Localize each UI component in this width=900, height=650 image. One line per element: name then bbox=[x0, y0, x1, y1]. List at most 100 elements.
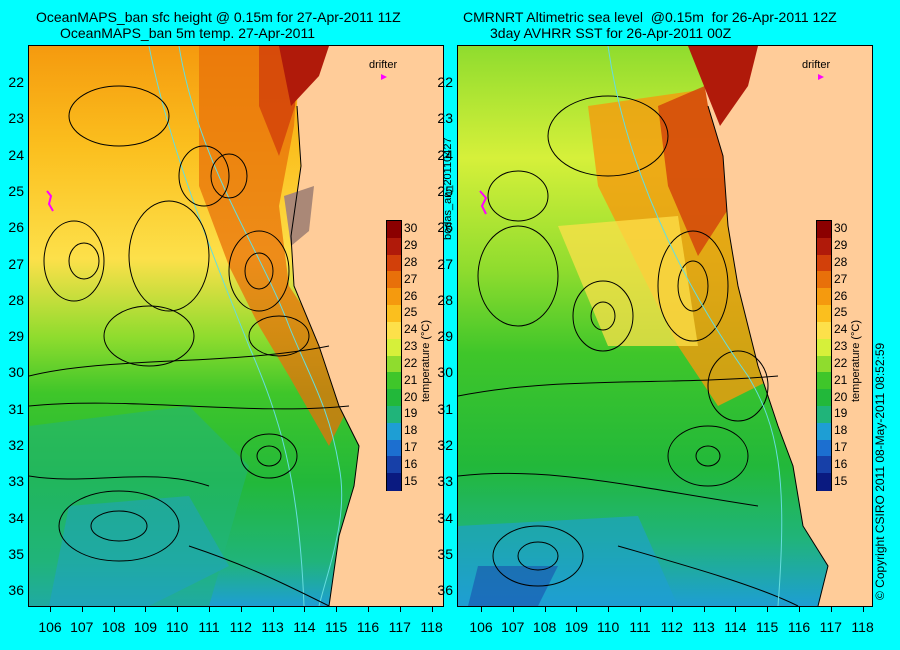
colorbar-tick-label: 25 bbox=[834, 305, 848, 320]
latitude-tick-label: 36 bbox=[8, 582, 24, 599]
colorbar-segment bbox=[817, 254, 831, 272]
latitude-tick-label: 24 bbox=[8, 146, 24, 163]
longitude-tick-label: 108 bbox=[101, 619, 126, 635]
colorbar-segment bbox=[387, 355, 401, 373]
longitude-tick-label: 116 bbox=[787, 619, 811, 635]
colorbar-tick-label: 18 bbox=[834, 423, 848, 438]
longitude-tick-label: 110 bbox=[166, 619, 189, 635]
right-drifter-label: drifter bbox=[802, 59, 831, 71]
latitude-tick-label: 35 bbox=[8, 545, 24, 562]
latitude-tick-label: 29 bbox=[437, 328, 453, 345]
latitude-tick-label: 34 bbox=[8, 509, 24, 526]
longitude-tick-mark bbox=[304, 606, 306, 612]
colorbar-segment bbox=[387, 321, 401, 340]
longitude-tick-mark bbox=[576, 606, 578, 612]
longitude-tick-label: 111 bbox=[629, 619, 651, 635]
colorbar-tick-label: 16 bbox=[834, 456, 848, 471]
colorbar-tick-label: 15 bbox=[404, 473, 418, 488]
longitude-tick-mark bbox=[399, 606, 401, 612]
left-title-line1: OceanMAPS_ban sfc height @ 0.15m for 27-… bbox=[36, 9, 401, 25]
left-drifter-track bbox=[46, 190, 54, 212]
longitude-tick-label: 117 bbox=[388, 619, 411, 635]
colorbar-tick-label: 24 bbox=[834, 322, 848, 337]
longitude-tick-label: 107 bbox=[501, 619, 525, 635]
right-sst-map bbox=[458, 46, 872, 606]
longitude-tick-mark bbox=[830, 606, 832, 612]
colorbar-tick-label: 21 bbox=[834, 372, 848, 387]
colorbar-segment bbox=[387, 254, 401, 272]
latitude-tick-label: 31 bbox=[437, 400, 453, 417]
colorbar-segment bbox=[387, 473, 401, 491]
latitude-tick-label: 33 bbox=[437, 473, 453, 490]
right-copyright-label: © Copyright CSIRO 2011 08-May-2011 08:52… bbox=[873, 342, 887, 600]
colorbar-segment bbox=[387, 237, 401, 256]
latitude-tick-label: 23 bbox=[437, 110, 453, 127]
longitude-tick-label: 107 bbox=[70, 619, 94, 635]
longitude-tick-label: 111 bbox=[198, 619, 220, 635]
longitude-tick-label: 106 bbox=[38, 619, 62, 635]
longitude-tick-mark bbox=[145, 606, 147, 612]
longitude-tick-mark bbox=[113, 606, 115, 612]
colorbar-segment bbox=[817, 473, 831, 491]
longitude-tick-label: 115 bbox=[325, 619, 348, 635]
latitude-tick-label: 25 bbox=[437, 182, 453, 199]
longitude-tick-label: 112 bbox=[229, 619, 252, 635]
latitude-tick-label: 23 bbox=[8, 110, 24, 127]
latitude-tick-label: 30 bbox=[437, 364, 453, 381]
latitude-tick-label: 22 bbox=[8, 74, 24, 90]
longitude-tick-mark bbox=[671, 606, 673, 612]
latitude-tick-label: 27 bbox=[437, 255, 453, 272]
longitude-tick-mark bbox=[512, 606, 514, 612]
colorbar-tick-label: 29 bbox=[834, 238, 848, 253]
colorbar-segment bbox=[387, 288, 401, 306]
colorbar-tick-label: 19 bbox=[834, 406, 848, 421]
colorbar-segment bbox=[387, 221, 401, 239]
colorbar-tick-label: 28 bbox=[834, 255, 848, 270]
latitude-tick-label: 32 bbox=[437, 437, 453, 453]
longitude-tick-mark bbox=[368, 606, 369, 612]
latitude-tick-label: 31 bbox=[8, 400, 24, 417]
left-colorbar bbox=[386, 220, 402, 491]
colorbar-segment bbox=[817, 405, 831, 424]
colorbar-segment bbox=[817, 439, 831, 457]
colorbar-segment bbox=[817, 389, 831, 407]
colorbar-segment bbox=[387, 456, 401, 474]
right-drifter-track bbox=[479, 190, 488, 215]
right-colorbar bbox=[816, 220, 832, 491]
latitude-tick-label: 32 bbox=[8, 437, 24, 453]
colorbar-segment bbox=[817, 321, 831, 340]
latitude-tick-label: 26 bbox=[8, 219, 24, 236]
longitude-tick-mark bbox=[735, 606, 737, 612]
colorbar-tick-label: 15 bbox=[834, 473, 848, 488]
left-sst-map bbox=[29, 46, 443, 606]
colorbar-segment bbox=[817, 456, 831, 474]
colorbar-tick-label: 27 bbox=[404, 271, 418, 286]
right-drifter-legend-marker bbox=[818, 74, 824, 80]
colorbar-tick-label: 17 bbox=[404, 439, 418, 454]
colorbar-segment bbox=[817, 221, 831, 239]
colorbar-segment bbox=[817, 355, 831, 373]
longitude-tick-label: 113 bbox=[692, 619, 715, 635]
longitude-tick-mark bbox=[608, 606, 610, 612]
colorbar-tick-label: 30 bbox=[834, 221, 848, 236]
longitude-tick-label: 118 bbox=[420, 619, 443, 635]
longitude-tick-mark bbox=[336, 606, 338, 612]
longitude-tick-mark bbox=[209, 606, 210, 612]
longitude-tick-mark bbox=[767, 606, 769, 612]
colorbar-tick-label: 19 bbox=[404, 406, 418, 421]
latitude-tick-label: 36 bbox=[437, 582, 453, 599]
colorbar-tick-label: 17 bbox=[834, 439, 848, 454]
latitude-tick-label: 33 bbox=[8, 473, 24, 490]
colorbar-tick-label: 20 bbox=[404, 389, 418, 404]
longitude-tick-mark bbox=[81, 606, 83, 612]
colorbar-segment bbox=[387, 405, 401, 424]
latitude-tick-label: 22 bbox=[437, 74, 453, 90]
colorbar-segment bbox=[817, 422, 831, 441]
left-drifter-label: drifter bbox=[369, 59, 398, 71]
latitude-tick-label: 35 bbox=[437, 545, 453, 562]
longitude-tick-mark bbox=[703, 606, 705, 612]
colorbar-tick-label: 20 bbox=[834, 389, 848, 404]
latitude-tick-label: 30 bbox=[8, 364, 24, 381]
right-title-line2: 3day AVHRR SST for 26-Apr-2011 00Z bbox=[490, 25, 732, 41]
colorbar-tick-label: 21 bbox=[404, 372, 418, 387]
